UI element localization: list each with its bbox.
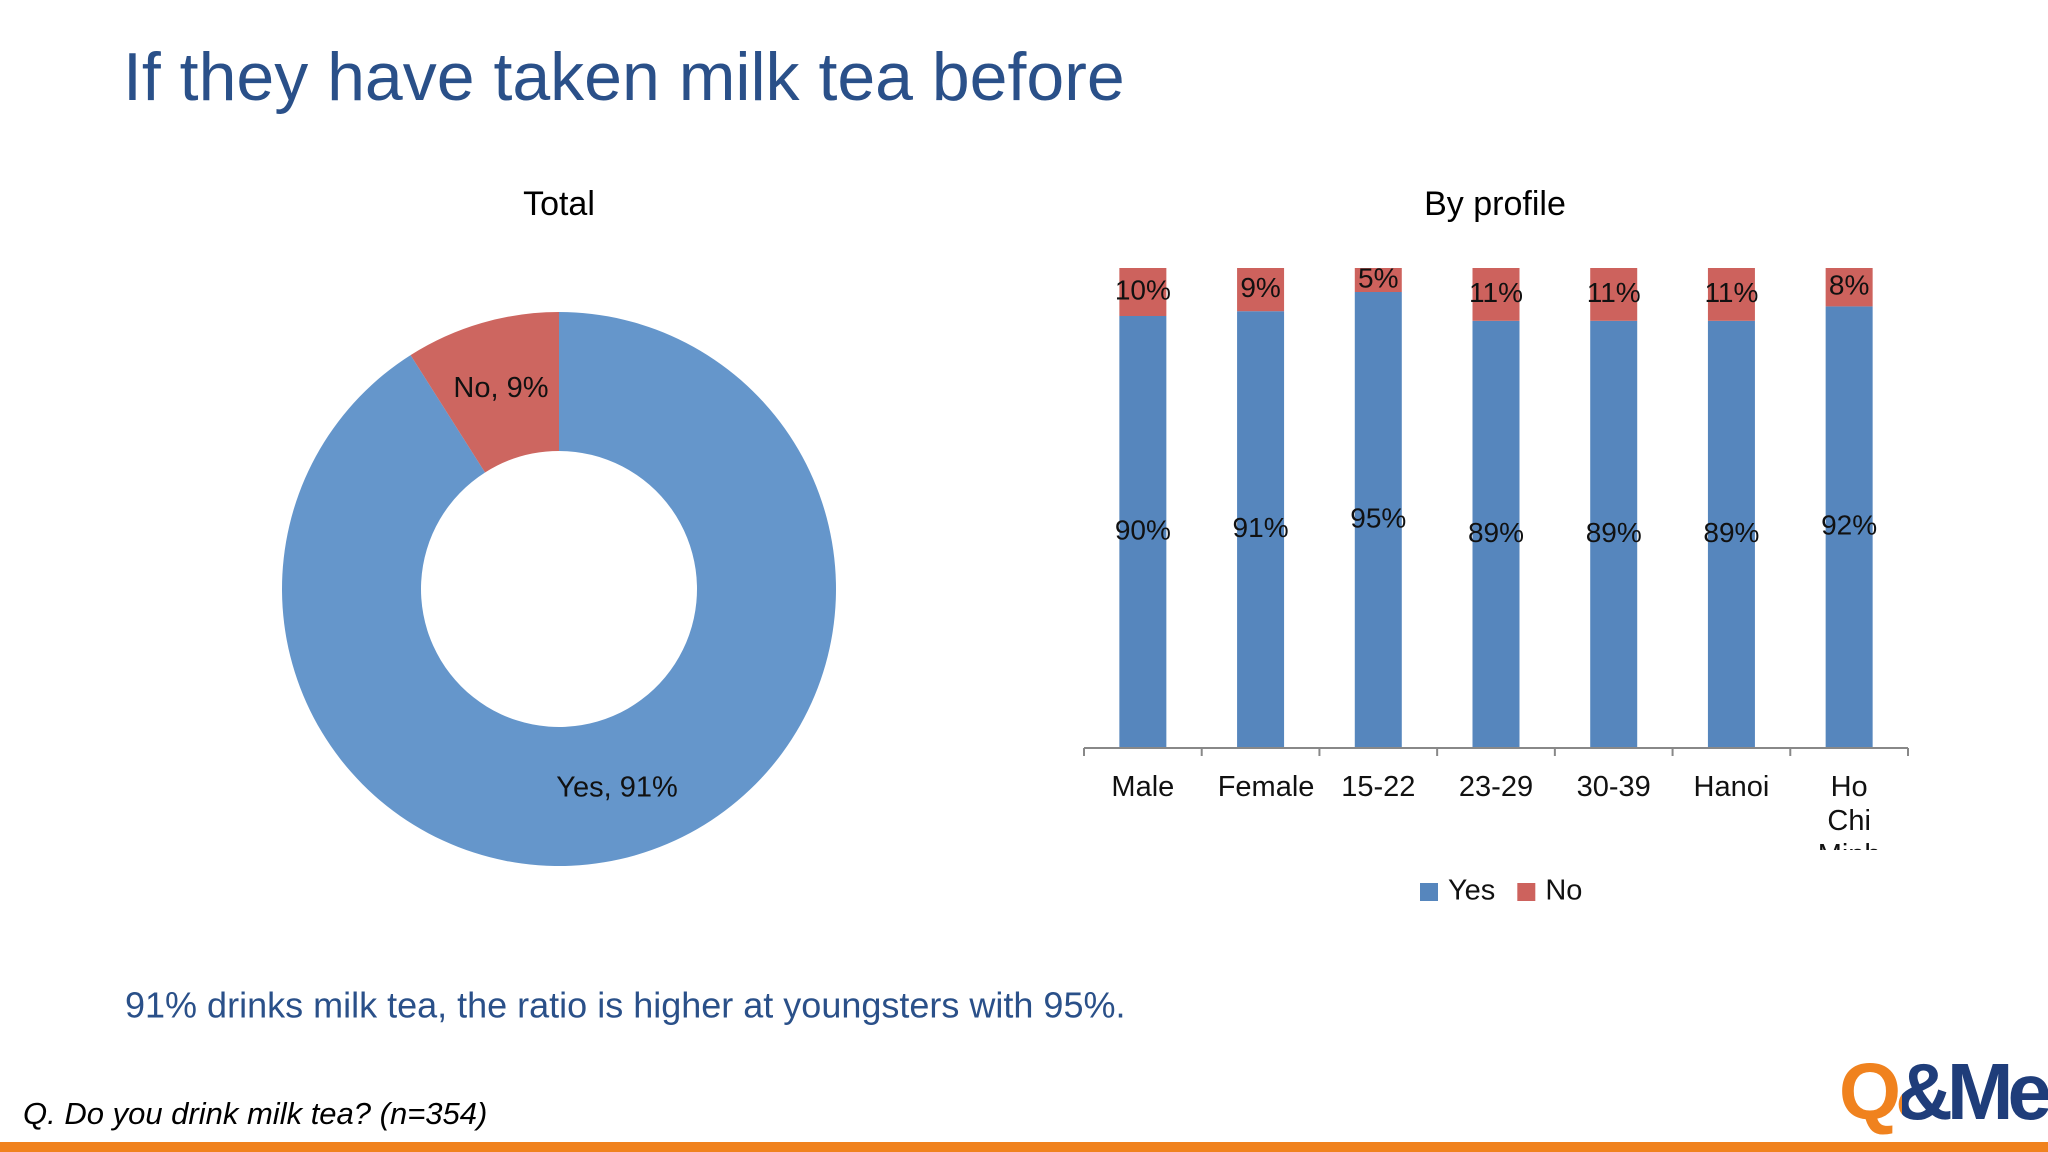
bar-value-label: 11%	[1704, 277, 1758, 308]
x-label-box: 23-29	[1458, 771, 1534, 803]
bar-segment	[1472, 268, 1520, 321]
x-label-box: Male	[1111, 771, 1175, 803]
bar-segment	[1825, 268, 1873, 307]
bar-segment	[1590, 268, 1638, 321]
bar-value-label: 11%	[1587, 277, 1641, 308]
bar-value-label: 89%	[1468, 517, 1524, 548]
bar-segment	[1119, 268, 1167, 316]
bar-segment	[1354, 292, 1402, 748]
chart-title: By profile	[1424, 185, 1566, 223]
bar-value-label: 10%	[1115, 274, 1171, 305]
chart-title: Total	[523, 185, 595, 223]
x-label-box: 30-39	[1576, 771, 1651, 803]
legend-label: No	[1545, 875, 1582, 907]
bar-segment	[1825, 306, 1873, 748]
bar-segment	[1119, 316, 1167, 748]
logo: Q&Me	[1839, 1047, 2048, 1136]
x-tick-label: 30-39	[1576, 771, 1651, 803]
x-label-box: 15-22	[1341, 771, 1416, 803]
bar-segment	[1707, 268, 1755, 321]
bar-value-label: 95%	[1350, 502, 1406, 533]
bar-value-label: 89%	[1586, 517, 1642, 548]
bar-segment	[1237, 268, 1285, 312]
footnote: Q. Do you drink milk tea? (n=354)	[23, 1096, 487, 1131]
bar-segment	[1707, 320, 1755, 748]
bar-segment	[1590, 320, 1638, 748]
bar-segment	[1354, 268, 1402, 292]
slide-title: If they have taken milk tea before	[123, 39, 1125, 115]
x-tick-label: Hanoi	[1693, 771, 1770, 803]
x-label-box: Female	[1217, 771, 1315, 803]
bar-value-label: 91%	[1233, 512, 1289, 543]
bar-value-label: 92%	[1821, 510, 1877, 541]
x-tick-label: Ho Chi Minh	[1818, 771, 1881, 850]
legend-swatch	[1420, 883, 1438, 901]
footer-bar	[0, 1142, 2048, 1152]
bar-segment	[1472, 320, 1520, 748]
x-tick-label: Female	[1217, 771, 1315, 803]
donut-slice	[282, 312, 837, 866]
bar-value-label: 8%	[1829, 270, 1869, 301]
x-label-box: Ho Chi Minh	[1818, 771, 1881, 850]
bar-value-label: 5%	[1358, 262, 1398, 293]
legend-swatch	[1517, 883, 1536, 901]
slice-label: Yes, 91%	[556, 771, 677, 803]
x-tick-label: 15-22	[1341, 771, 1416, 803]
bar-value-label: 11%	[1469, 277, 1523, 308]
x-label-box: Hanoi	[1693, 771, 1770, 803]
slice-label: No, 9%	[453, 372, 548, 404]
legend-label: Yes	[1448, 875, 1495, 907]
x-tick-label: 23-29	[1458, 771, 1534, 803]
bar-value-label: 90%	[1115, 514, 1171, 545]
bar-segment	[1237, 311, 1285, 748]
bar-value-label: 89%	[1703, 517, 1759, 548]
donut-slice	[410, 312, 559, 473]
x-tick-label: Male	[1111, 771, 1175, 803]
summary: 91% drinks milk tea, the ratio is higher…	[125, 985, 1125, 1026]
bar-value-label: 9%	[1240, 272, 1280, 303]
